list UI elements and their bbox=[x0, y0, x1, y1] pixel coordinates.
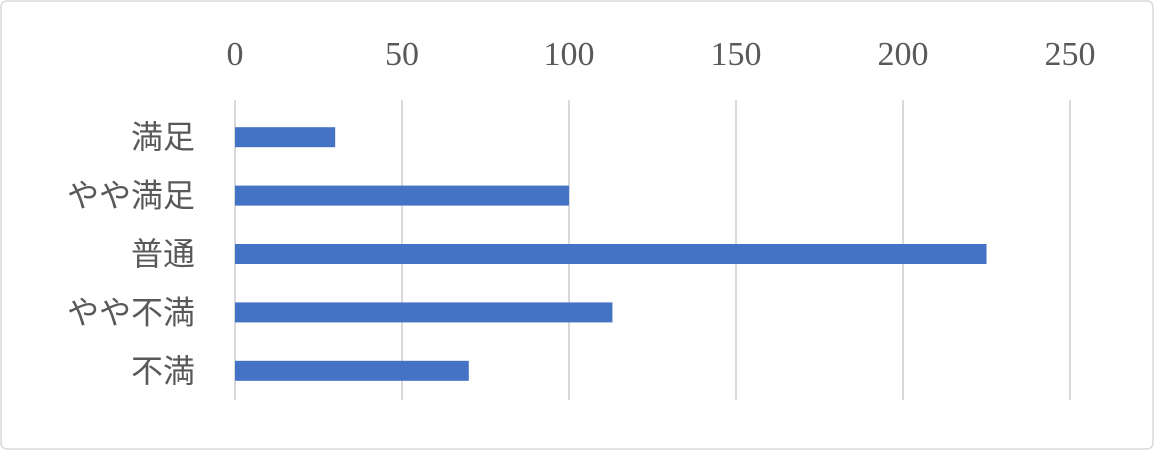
y-tick-label: やや不満 bbox=[67, 293, 195, 331]
bar bbox=[235, 244, 987, 264]
x-tick-label: 200 bbox=[878, 36, 929, 73]
bar bbox=[235, 127, 336, 148]
y-tick-label: 不満 bbox=[131, 352, 195, 390]
x-tick-label: 150 bbox=[711, 36, 762, 73]
y-tick-label: 満足 bbox=[131, 118, 195, 156]
bar bbox=[235, 302, 613, 323]
x-tick-label: 50 bbox=[385, 36, 419, 73]
bar bbox=[235, 360, 469, 381]
y-tick-label: やや満足 bbox=[67, 177, 195, 215]
bar bbox=[235, 185, 569, 206]
y-tick-label: 普通 bbox=[131, 235, 195, 273]
x-tick-label: 250 bbox=[1045, 36, 1096, 73]
x-tick-label: 100 bbox=[544, 36, 595, 73]
x-tick-label: 0 bbox=[227, 36, 244, 73]
